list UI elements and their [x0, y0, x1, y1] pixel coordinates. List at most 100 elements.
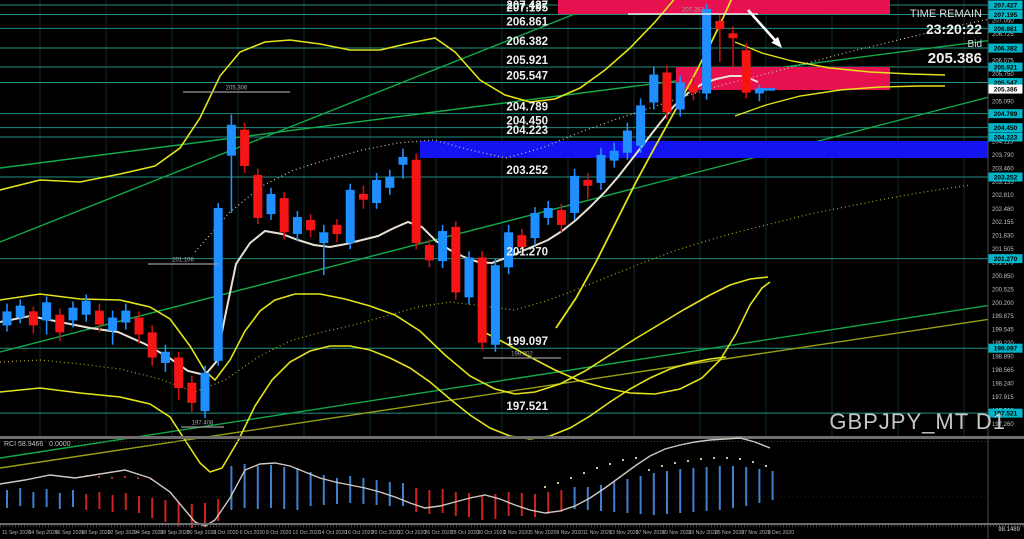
candle-bullish: [226, 124, 236, 156]
candle-bearish: [147, 332, 157, 358]
bid-value: 205.386: [927, 50, 982, 68]
bollinger-upper-band: [0, 0, 675, 191]
axis-level-badge: [988, 10, 1023, 20]
candle-bearish: [28, 311, 38, 326]
date-label: 26 Oct 2020: [424, 530, 452, 536]
axis-tick-label: 205.090: [992, 99, 1014, 105]
date-label: 3 Nov 2020: [504, 530, 531, 536]
axis-tick-label: 202.810: [992, 193, 1014, 199]
candle-bullish: [2, 311, 12, 326]
candle-bearish: [688, 85, 698, 93]
candle-bullish: [81, 300, 91, 315]
candle-bullish: [675, 82, 685, 110]
time-remain-value: 23:20:22: [925, 20, 982, 37]
bid-label: Bid: [967, 38, 982, 50]
axis-level-badge-label: 199.097: [994, 346, 1018, 353]
date-label: 23 Nov 2020: [688, 530, 718, 536]
axis-level-badge-label: 201.270: [994, 256, 1018, 263]
price-marker-label: 197.408: [192, 421, 214, 427]
date-label: 30 Sep 2020: [187, 530, 217, 536]
date-label: 5 Nov 2020: [530, 530, 557, 536]
indicator-dot: [635, 457, 637, 459]
candle-bearish: [424, 245, 434, 261]
axis-tick-label: 207.050: [992, 19, 1014, 25]
indicator-dot: [622, 459, 624, 461]
indicator-dot: [713, 457, 715, 459]
indicator-dot: [687, 460, 689, 462]
indicator-dot: [544, 486, 546, 488]
candle-bullish: [609, 150, 619, 161]
axis-tick-label: 197.915: [992, 395, 1014, 401]
date-label: 14 Oct 2020: [319, 530, 347, 536]
axis-tick-label: 206.075: [992, 59, 1014, 65]
date-label: 14 Sep 2020: [28, 530, 58, 536]
candle-bullish: [42, 302, 52, 321]
candle-bullish: [438, 231, 448, 262]
axis-level-badge: [988, 123, 1023, 133]
axis-tick-label: 203.460: [992, 166, 1014, 172]
indicator-dot: [752, 461, 754, 463]
date-label: 8 Oct 2020: [266, 530, 291, 536]
date-label: 9 Nov 2020: [556, 530, 583, 536]
axis-tick-label: 201.175: [992, 261, 1014, 267]
level-price-label: 204.223: [506, 125, 548, 137]
dotted-ma-upper: [194, 12, 1021, 253]
trend-line: [0, 87, 1024, 353]
level-price-label: 207.195: [506, 3, 548, 15]
date-label: 20 Oct 2020: [372, 530, 400, 536]
axis-level-badge: [988, 343, 1023, 353]
price-marker-label: 201.106: [172, 258, 194, 264]
candle-bearish: [556, 210, 566, 225]
axis-level-badge-label: 204.789: [994, 111, 1018, 118]
axis-level-badge-label: 205.547: [994, 80, 1018, 87]
trend-line: [0, 299, 1024, 459]
axis-tick-label: 202.155: [992, 220, 1014, 226]
candle-bearish: [253, 175, 263, 218]
indicator-dot: [648, 469, 650, 471]
quote-info-block: TIME REMAIN 23:20:22 Bid 205.386: [910, 8, 982, 67]
axis-level-badge: [988, 132, 1023, 142]
candle-bearish: [715, 20, 725, 30]
axis-tick-label: 205.750: [992, 72, 1014, 78]
price-marker-label: 198.802: [511, 352, 533, 358]
axis-tick-label: 198.565: [992, 368, 1014, 374]
date-label: 13 Nov 2020: [609, 530, 639, 536]
axis-tick-label: 203.790: [992, 153, 1014, 159]
level-price-label: 205.547: [506, 70, 548, 82]
level-price-label: 205.921: [506, 55, 548, 67]
date-label: 19 Nov 2020: [662, 530, 692, 536]
trend-line: [0, 313, 1024, 469]
axis-tick-label: 199.875: [992, 314, 1014, 320]
candle-bearish: [332, 224, 342, 234]
date-label: 18 Sep 2020: [81, 530, 111, 536]
indicator-dot: [700, 458, 702, 460]
candle-bearish: [240, 129, 250, 166]
indicator-dot: [765, 465, 767, 467]
date-label: 28 Oct 2020: [451, 530, 479, 536]
candle-bearish: [451, 226, 461, 293]
level-price-label: 207.427: [506, 0, 548, 12]
date-label: 1 Dec 2020: [768, 530, 795, 536]
axis-level-badge: [988, 23, 1023, 33]
axis-tick-label: 200.850: [992, 274, 1014, 280]
axis-level-badge: [988, 62, 1023, 72]
date-label: 24 Sep 2020: [134, 530, 164, 536]
indicator-dot: [674, 462, 676, 464]
axis-tick-label: 200.200: [992, 301, 1014, 307]
demand-zone: [420, 141, 1015, 158]
axis-tick-label: 203.135: [992, 180, 1014, 186]
indicator-dot: [596, 467, 598, 469]
price-marker-label: 205.306: [226, 86, 248, 92]
candle-bullish: [596, 154, 606, 183]
indicator-dot: [609, 463, 611, 465]
indicator-dot: [557, 482, 559, 484]
date-label: 16 Oct 2020: [345, 530, 373, 536]
candle-bearish: [477, 257, 487, 343]
panel-divider[interactable]: [0, 436, 1024, 439]
axis-level-badge-label: 205.921: [994, 65, 1018, 72]
candle-bullish: [266, 193, 276, 215]
date-label: 11 Nov 2020: [583, 530, 612, 536]
candle-bullish: [68, 307, 78, 321]
